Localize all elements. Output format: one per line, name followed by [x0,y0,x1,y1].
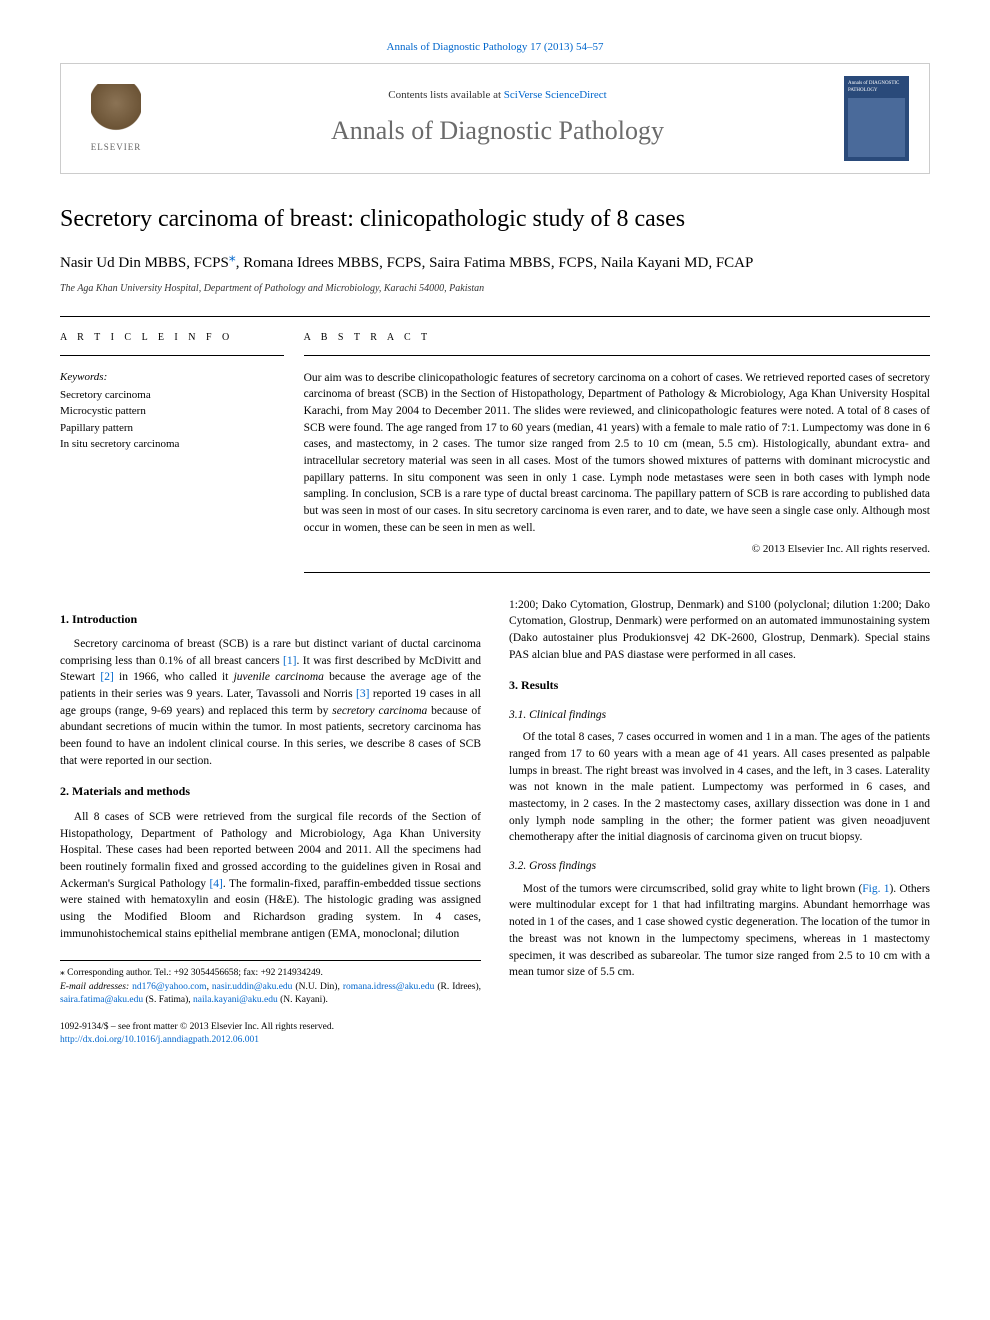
subsection-3-1-heading: 3.1. Clinical findings [509,707,930,724]
ref-link[interactable]: [1] [283,655,296,667]
copyright-line: © 2013 Elsevier Inc. All rights reserved… [304,542,930,572]
subsection-3-2-heading: 3.2. Gross findings [509,858,930,875]
keyword-item: Papillary pattern [60,420,284,437]
section-2-paragraph: All 8 cases of SCB were retrieved from t… [60,809,481,942]
text-run: in 1966, who called it [114,671,234,683]
footer-meta: 1092-9134/$ – see front matter © 2013 El… [60,1021,481,1048]
authors-line: Nasir Ud Din MBBS, FCPS⁎, Romana Idrees … [60,248,930,274]
text-run: (N.U. Din), [292,982,342,992]
issn-line: 1092-9134/$ – see front matter © 2013 El… [60,1021,481,1034]
keywords-label: Keywords: [60,370,284,385]
header-center: Contents lists available at SciVerse Sci… [171,88,824,150]
keywords-list: Secretory carcinoma Microcystic pattern … [60,387,284,453]
cover-image-icon [848,98,905,157]
text-run: (S. Fatima), [143,995,193,1005]
contents-line: Contents lists available at SciVerse Sci… [171,88,824,103]
journal-cover-thumbnail: Annals of DIAGNOSTIC PATHOLOGY [844,76,909,161]
section-1-paragraph: Secretory carcinoma of breast (SCB) is a… [60,636,481,769]
journal-citation: Annals of Diagnostic Pathology 17 (2013)… [60,40,930,55]
figure-link[interactable]: Fig. 1 [862,883,889,895]
citation-link[interactable]: Annals of Diagnostic Pathology 17 (2013)… [387,41,604,53]
email-link[interactable]: romana.idress@aku.edu [343,982,435,992]
journal-header-box: ELSEVIER Contents lists available at Sci… [60,63,930,174]
section-1-heading: 1. Introduction [60,611,481,628]
email-link[interactable]: nasir.uddin@aku.edu [212,982,293,992]
ref-link[interactable]: [4] [209,878,222,890]
keyword-item: In situ secretory carcinoma [60,436,284,453]
meta-row: A R T I C L E I N F O Keywords: Secretor… [60,316,930,573]
section-2-continuation: 1:200; Dako Cytomation, Glostrup, Denmar… [509,597,930,664]
article-title: Secretory carcinoma of breast: clinicopa… [60,204,930,235]
abstract-text: Our aim was to describe clinicopathologi… [304,370,930,537]
affiliation: The Aga Khan University Hospital, Depart… [60,282,930,296]
text-run: (R. Idrees), [434,982,481,992]
email-label: E-mail addresses: [60,982,132,992]
italic-term: juvenile carcinoma [234,671,324,683]
left-column: 1. Introduction Secretory carcinoma of b… [60,597,481,1048]
text-run: (N. Kayani). [278,995,328,1005]
keyword-item: Secretory carcinoma [60,387,284,404]
right-column: 1:200; Dako Cytomation, Glostrup, Denmar… [509,597,930,1048]
email-link[interactable]: nd176@yahoo.com [132,982,206,992]
section-2-heading: 2. Materials and methods [60,783,481,800]
journal-name: Annals of Diagnostic Pathology [171,113,824,149]
ref-link[interactable]: [3] [356,688,369,700]
email-link[interactable]: saira.fatima@aku.edu [60,995,143,1005]
abstract-heading: A B S T R A C T [304,331,930,356]
corresponding-author-note: ⁎ Corresponding author. Tel.: +92 305445… [60,967,481,980]
italic-term: secretory carcinoma [332,705,427,717]
email-link[interactable]: naila.kayani@aku.edu [193,995,278,1005]
author-first: Nasir Ud Din MBBS, FCPS [60,255,229,271]
section-3-1-paragraph: Of the total 8 cases, 7 cases occurred i… [509,729,930,846]
body-columns: 1. Introduction Secretory carcinoma of b… [60,597,930,1048]
cover-title: Annals of DIAGNOSTIC PATHOLOGY [848,80,905,94]
contents-prefix: Contents lists available at [388,89,503,101]
abstract-column: A B S T R A C T Our aim was to describe … [304,331,930,573]
article-info-heading: A R T I C L E I N F O [60,331,284,356]
footnotes: ⁎ Corresponding author. Tel.: +92 305445… [60,960,481,1007]
doi-link[interactable]: http://dx.doi.org/10.1016/j.anndiagpath.… [60,1035,259,1045]
elsevier-tree-icon [91,84,141,139]
elsevier-logo: ELSEVIER [81,79,151,159]
section-3-heading: 3. Results [509,677,930,694]
authors-rest: , Romana Idrees MBBS, FCPS, Saira Fatima… [236,255,754,271]
email-addresses-line: E-mail addresses: nd176@yahoo.com, nasir… [60,981,481,1008]
text-run: Most of the tumors were circumscribed, s… [523,883,862,895]
corresponding-star-icon[interactable]: ⁎ [229,250,236,265]
section-3-2-paragraph: Most of the tumors were circumscribed, s… [509,881,930,981]
article-info-column: A R T I C L E I N F O Keywords: Secretor… [60,331,304,573]
ref-link[interactable]: [2] [100,671,113,683]
keyword-item: Microcystic pattern [60,403,284,420]
elsevier-label: ELSEVIER [91,141,142,154]
text-run: ). Others were multinodular except for 1… [509,883,930,978]
sciencedirect-link[interactable]: SciVerse ScienceDirect [504,89,607,101]
